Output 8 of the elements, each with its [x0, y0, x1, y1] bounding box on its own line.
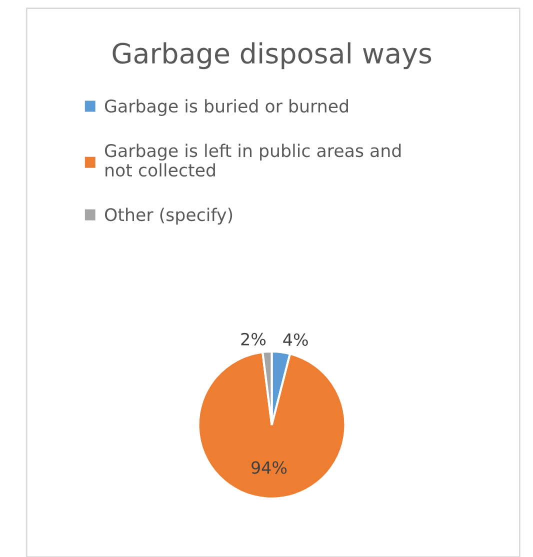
chart-title: Garbage disposal ways — [112, 42, 432, 70]
pie-slice — [197, 351, 346, 500]
data-label: 2% — [241, 332, 266, 346]
data-label: 94% — [252, 461, 287, 474]
legend-label: Garbage is left in public areas and not collected — [104, 144, 401, 177]
data-label: 4% — [283, 333, 308, 346]
legend-label: Garbage is buried or burned — [104, 99, 348, 116]
legend-label: Other (specify) — [104, 208, 232, 225]
